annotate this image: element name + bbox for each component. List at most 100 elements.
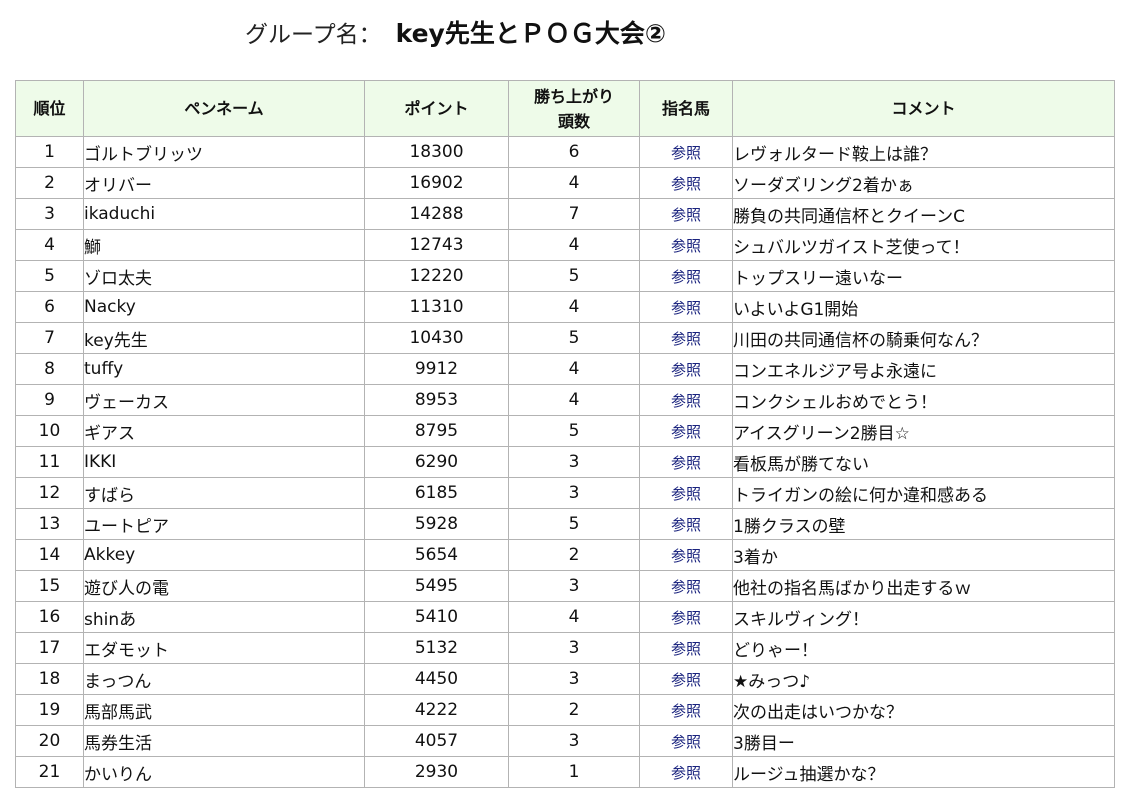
horses-cell: 参照 xyxy=(639,167,733,199)
wins-cell: 7 xyxy=(508,198,640,230)
pen-name-cell: ikaduchi xyxy=(83,198,365,230)
pen-name-cell: 鰤 xyxy=(83,229,365,261)
points-cell: 5495 xyxy=(364,570,509,602)
column-header-comment: コメント xyxy=(732,80,1115,137)
view-horses-link[interactable]: 参照 xyxy=(670,515,701,534)
wins-cell: 4 xyxy=(508,229,640,261)
points-cell: 12743 xyxy=(364,229,509,261)
group-name: key先生とＰＯＧ大会② xyxy=(395,19,666,48)
pen-name-cell: ユートピア xyxy=(83,508,365,540)
wins-cell: 2 xyxy=(508,539,640,571)
table-row: 19 馬部馬武 4222 2 参照 次の出走はいつかな？ xyxy=(15,694,1115,726)
horses-cell: 参照 xyxy=(639,322,733,354)
horses-cell: 参照 xyxy=(639,446,733,478)
wins-cell: 3 xyxy=(508,570,640,602)
table-row: 21 かいりん 2930 1 参照 ルージュ抽選かな？ xyxy=(15,756,1115,788)
horses-cell: 参照 xyxy=(639,601,733,633)
rank-cell: 6 xyxy=(15,291,84,323)
view-horses-link[interactable]: 参照 xyxy=(670,174,701,193)
horses-cell: 参照 xyxy=(639,539,733,571)
horses-cell: 参照 xyxy=(639,632,733,664)
pen-name-cell: まっつん xyxy=(83,663,365,695)
view-horses-link[interactable]: 参照 xyxy=(670,639,701,658)
points-cell: 18300 xyxy=(364,136,509,168)
pen-name-cell: ゾロ太夫 xyxy=(83,260,365,292)
view-horses-link[interactable]: 参照 xyxy=(670,391,701,410)
rank-cell: 18 xyxy=(15,663,84,695)
horses-cell: 参照 xyxy=(639,415,733,447)
points-cell: 16902 xyxy=(364,167,509,199)
view-horses-link[interactable]: 参照 xyxy=(670,546,701,565)
table-row: 18 まっつん 4450 3 参照 ★みっつ♪ xyxy=(15,663,1115,695)
pen-name-cell: 遊び人の電 xyxy=(83,570,365,602)
wins-cell: 5 xyxy=(508,322,640,354)
wins-cell: 2 xyxy=(508,694,640,726)
rank-cell: 5 xyxy=(15,260,84,292)
comment-cell: 3着か xyxy=(732,539,1115,571)
comment-cell: 3勝目ー xyxy=(732,725,1115,757)
view-horses-link[interactable]: 参照 xyxy=(670,608,701,627)
pen-name-cell: shinあ xyxy=(83,601,365,633)
pen-name-cell: Akkey xyxy=(83,539,365,571)
rank-cell: 16 xyxy=(15,601,84,633)
wins-cell: 4 xyxy=(508,384,640,416)
view-horses-link[interactable]: 参照 xyxy=(670,577,701,596)
pen-name-cell: key先生 xyxy=(83,322,365,354)
view-horses-link[interactable]: 参照 xyxy=(670,360,701,379)
points-cell: 12220 xyxy=(364,260,509,292)
pen-name-cell: かいりん xyxy=(83,756,365,788)
comment-cell: ソーダズリング2着かぁ xyxy=(732,167,1115,199)
pen-name-cell: 馬券生活 xyxy=(83,725,365,757)
comment-cell: スキルヴィング！ xyxy=(732,601,1115,633)
view-horses-link[interactable]: 参照 xyxy=(670,763,701,782)
comment-cell: 川田の共同通信杯の騎乗何なん？ xyxy=(732,322,1115,354)
rank-cell: 2 xyxy=(15,167,84,199)
column-header-wins: 勝ち上がり 頭数 xyxy=(508,80,640,137)
pen-name-cell: ギアス xyxy=(83,415,365,447)
rank-cell: 19 xyxy=(15,694,84,726)
points-cell: 6290 xyxy=(364,446,509,478)
wins-cell: 5 xyxy=(508,508,640,540)
view-horses-link[interactable]: 参照 xyxy=(670,143,701,162)
view-horses-link[interactable]: 参照 xyxy=(670,205,701,224)
view-horses-link[interactable]: 参照 xyxy=(670,267,701,286)
table-row: 8 tuffy 9912 4 参照 コンエネルジア号よ永遠に xyxy=(15,353,1115,385)
view-horses-link[interactable]: 参照 xyxy=(670,453,701,472)
view-horses-link[interactable]: 参照 xyxy=(670,701,701,720)
table-row: 7 key先生 10430 5 参照 川田の共同通信杯の騎乗何なん？ xyxy=(15,322,1115,354)
ranking-table: 順位 ペンネーム ポイント 勝ち上がり 頭数 指名馬 コメント 1 ゴルトブリッツ 1… xyxy=(15,80,1115,788)
rank-cell: 20 xyxy=(15,725,84,757)
pen-name-cell: IKKI xyxy=(83,446,365,478)
wins-cell: 5 xyxy=(508,260,640,292)
rank-cell: 7 xyxy=(15,322,84,354)
pen-name-cell: Nacky xyxy=(83,291,365,323)
points-cell: 4057 xyxy=(364,725,509,757)
column-header-points: ポイント xyxy=(364,80,509,137)
wins-cell: 1 xyxy=(508,756,640,788)
view-horses-link[interactable]: 参照 xyxy=(670,670,701,689)
rank-cell: 15 xyxy=(15,570,84,602)
pen-name-cell: すばら xyxy=(83,477,365,509)
view-horses-link[interactable]: 参照 xyxy=(670,298,701,317)
view-horses-link[interactable]: 参照 xyxy=(670,422,701,441)
table-row: 1 ゴルトブリッツ 18300 6 参照 レヴォルタード鞍上は誰？ xyxy=(15,136,1115,168)
wins-cell: 3 xyxy=(508,663,640,695)
comment-cell: ★みっつ♪ xyxy=(732,663,1115,695)
points-cell: 5928 xyxy=(364,508,509,540)
horses-cell: 参照 xyxy=(639,725,733,757)
view-horses-link[interactable]: 参照 xyxy=(670,236,701,255)
points-cell: 5654 xyxy=(364,539,509,571)
table-row: 17 エダモット 5132 3 参照 どりゃー！ xyxy=(15,632,1115,664)
view-horses-link[interactable]: 参照 xyxy=(670,484,701,503)
horses-cell: 参照 xyxy=(639,353,733,385)
view-horses-link[interactable]: 参照 xyxy=(670,732,701,751)
rank-cell: 4 xyxy=(15,229,84,261)
table-row: 3 ikaduchi 14288 7 参照 勝負の共同通信杯とクイーンC xyxy=(15,198,1115,230)
comment-cell: トライガンの絵に何か違和感ある xyxy=(732,477,1115,509)
wins-cell: 3 xyxy=(508,632,640,664)
rank-cell: 9 xyxy=(15,384,84,416)
view-horses-link[interactable]: 参照 xyxy=(670,329,701,348)
points-cell: 4222 xyxy=(364,694,509,726)
comment-cell: コンクシェルおめでとう！ xyxy=(732,384,1115,416)
comment-cell: レヴォルタード鞍上は誰？ xyxy=(732,136,1115,168)
